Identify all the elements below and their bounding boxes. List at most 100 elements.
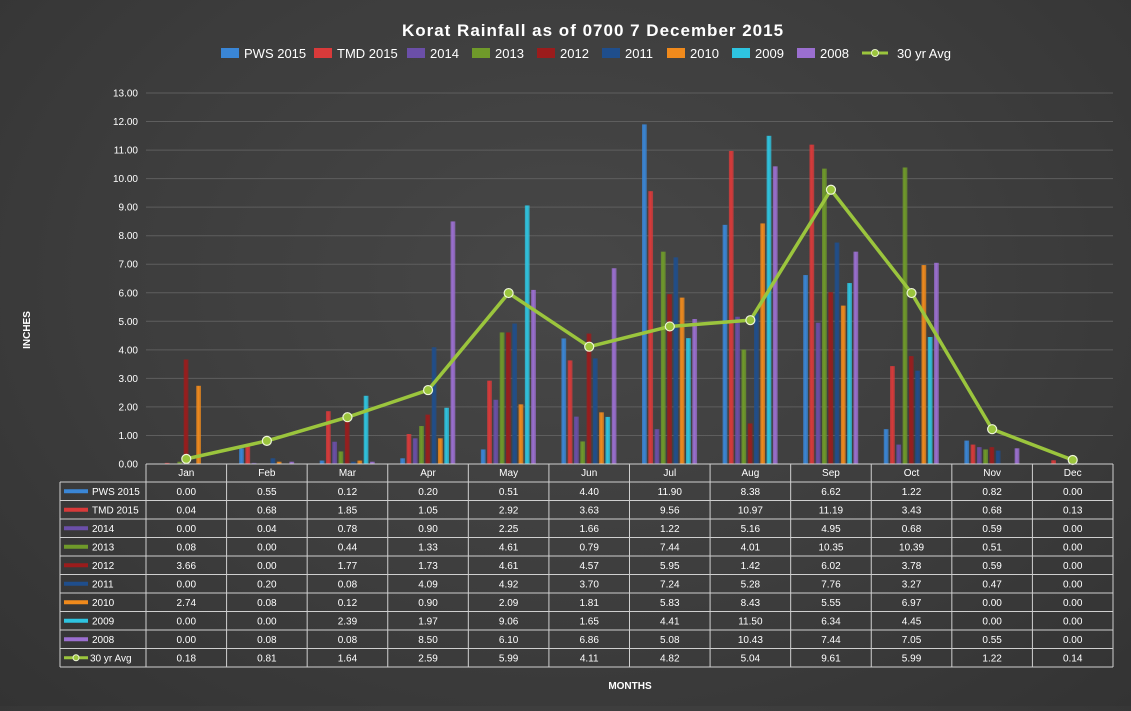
bar — [815, 322, 821, 464]
table-row-label: 2010 — [92, 598, 115, 609]
avg-point — [584, 341, 595, 352]
bar — [766, 135, 772, 465]
table-cell: 4.11 — [580, 654, 599, 665]
table-cell: 0.78 — [338, 524, 358, 535]
table-cell: 6.10 — [499, 635, 519, 646]
y-tick-label: 1.00 — [119, 431, 139, 442]
table-cell: 6.34 — [821, 617, 841, 628]
table-cell: 1.73 — [418, 561, 438, 572]
table-cell: 2.25 — [499, 524, 519, 535]
x-tick-label: Dec — [1064, 468, 1082, 479]
bar — [512, 323, 518, 464]
bar — [567, 360, 573, 464]
legend-label: 2010 — [690, 46, 719, 61]
x-tick-label: Jul — [663, 468, 676, 479]
table-cell: 7.44 — [660, 543, 680, 554]
bar — [239, 448, 244, 464]
table-cell: 0.68 — [902, 524, 922, 535]
bar — [505, 332, 511, 464]
bar — [642, 124, 647, 465]
table-cell: 0.04 — [177, 506, 197, 517]
table-cell: 0.00 — [177, 635, 197, 646]
table-cell: 1.22 — [660, 524, 680, 535]
bar — [883, 429, 889, 464]
table-cell: 0.00 — [1063, 635, 1083, 646]
table-cell: 9.56 — [660, 506, 680, 517]
bar — [834, 242, 840, 464]
bar — [667, 294, 672, 464]
y-tick-label: 6.00 — [119, 288, 139, 299]
bar — [332, 441, 338, 464]
table-cell: 10.43 — [738, 635, 763, 646]
table-cell: 6.86 — [579, 635, 599, 646]
table-cell: 4.95 — [821, 524, 841, 535]
table-cell: 0.20 — [418, 487, 438, 498]
bar — [419, 426, 424, 464]
y-tick-label: 10.00 — [113, 174, 138, 185]
legend-label: TMD 2015 — [337, 46, 398, 61]
table-cell: 5.99 — [499, 654, 519, 665]
table-cell: 1.22 — [902, 487, 922, 498]
table-cell: 4.57 — [579, 561, 599, 572]
x-axis-label: MONTHS — [608, 681, 652, 692]
table-key-swatch — [64, 618, 88, 623]
bar — [164, 462, 170, 464]
y-axis-label: INCHES — [22, 311, 33, 349]
bar — [927, 337, 933, 464]
table-cell: 8.50 — [418, 635, 438, 646]
table-cell: 2.74 — [177, 598, 197, 609]
table-cell: 7.05 — [902, 635, 922, 646]
table-cell: 2.09 — [499, 598, 519, 609]
table-cell: 7.44 — [821, 635, 841, 646]
bar — [444, 407, 450, 464]
avg-point — [664, 321, 675, 332]
table-cell: 6.02 — [821, 561, 841, 572]
y-tick-label: 7.00 — [119, 260, 139, 271]
table-cell: 0.08 — [177, 543, 197, 554]
table-key-swatch — [64, 489, 88, 494]
table-cell: 0.82 — [982, 487, 1002, 498]
table-cell: 0.90 — [418, 524, 438, 535]
table-cell: 7.76 — [821, 580, 841, 591]
bar — [847, 283, 852, 464]
table-cell: 0.00 — [1063, 543, 1083, 554]
bar — [648, 191, 654, 464]
legend-label: 2013 — [495, 46, 524, 61]
table-row-label: 30 yr Avg — [90, 654, 132, 665]
bar — [183, 359, 189, 464]
bar — [673, 257, 679, 464]
avg-point — [987, 424, 998, 435]
table-cell: 0.00 — [177, 617, 197, 628]
table-cell: 9.06 — [499, 617, 519, 628]
bar — [319, 460, 325, 464]
table-cell: 4.92 — [499, 580, 519, 591]
avg-point — [261, 435, 272, 446]
x-tick-label: Jan — [178, 468, 194, 479]
y-tick-label: 2.00 — [119, 402, 139, 413]
legend-marker — [871, 49, 879, 57]
table-cell: 5.99 — [902, 654, 922, 665]
table-cell: 0.12 — [338, 487, 358, 498]
table-key-swatch — [64, 526, 88, 531]
table-cell: 5.83 — [660, 598, 680, 609]
table-cell: 1.85 — [338, 506, 358, 517]
x-tick-label: Jun — [581, 468, 597, 479]
bar — [915, 370, 920, 464]
bar — [1051, 460, 1056, 464]
table-cell: 0.00 — [1063, 580, 1083, 591]
table-cell: 0.00 — [257, 617, 277, 628]
legend: PWS 2015 TMD 2015 2014 2013 2012 2011 2010 2009… — [221, 46, 951, 61]
table-key-marker — [72, 654, 80, 662]
bar — [686, 338, 691, 464]
bar — [654, 429, 660, 464]
table-row-label: 2011 — [92, 580, 114, 591]
y-tick-label: 8.00 — [119, 231, 139, 242]
bar — [908, 356, 914, 464]
table-cell: 3.70 — [579, 580, 599, 591]
x-tick-label: Nov — [983, 468, 1001, 479]
table-cell: 0.55 — [257, 487, 277, 498]
bar — [995, 450, 1001, 464]
bar — [480, 449, 486, 464]
avg-point — [1067, 454, 1078, 466]
bar — [344, 413, 350, 464]
